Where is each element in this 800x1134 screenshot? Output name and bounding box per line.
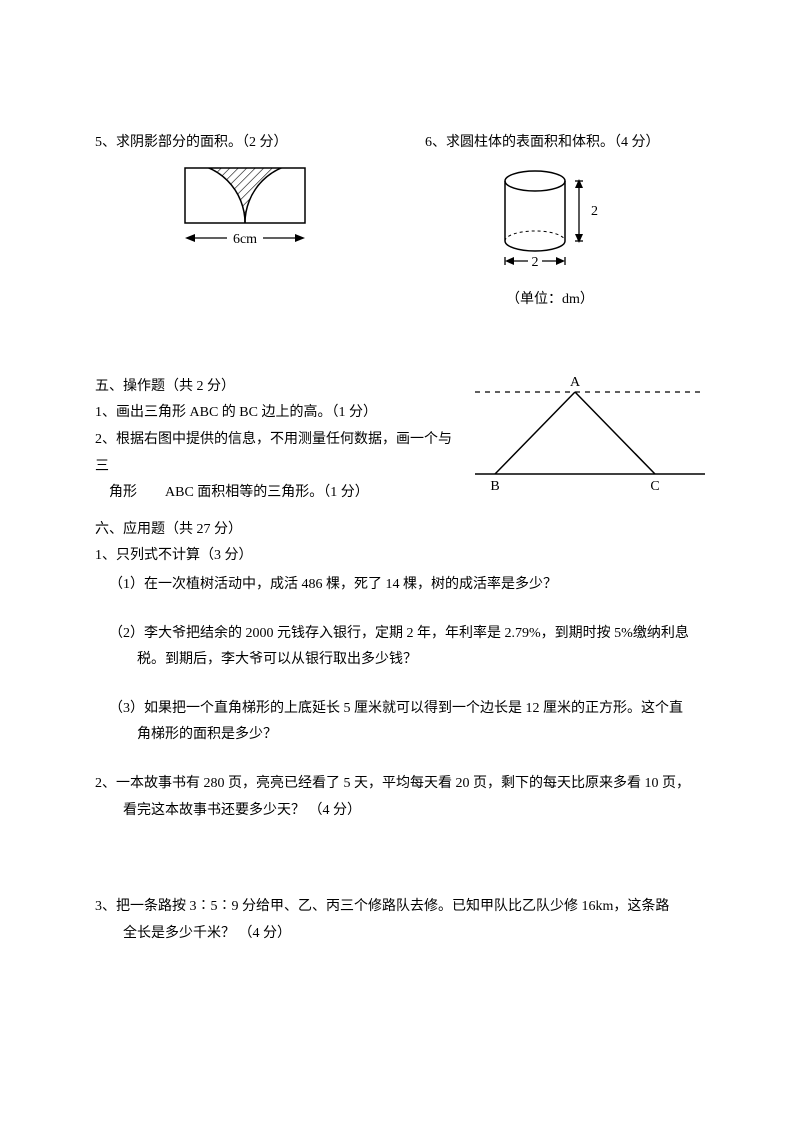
q6-diameter-label: 2 — [532, 255, 539, 270]
triangle-label-b: B — [490, 479, 499, 494]
top-question-row: 5、求阴影部分的面积。（2 分） — [95, 130, 705, 314]
q6-unit: （单位：dm） — [495, 287, 605, 314]
section-5-q2-line1: 2、根据右图中提供的信息，不用测量任何数据，画一个与三 — [95, 427, 455, 480]
section-5-figure: A B C — [475, 374, 705, 505]
section-6-q1-sub3: （3）如果把一个直角梯形的上底延长 5 厘米就可以得到一个边长是 12 厘米的正… — [95, 696, 705, 749]
question-6: 6、求圆柱体的表面积和体积。（4 分） 2 — [425, 130, 705, 314]
section-5-q2-line2: 角形 ABC 面积相等的三角形。（1 分） — [95, 480, 455, 507]
q6-height-label: 2 — [591, 204, 598, 219]
section-5-row: 五、操作题（共 2 分） 1、画出三角形 ABC 的 BC 边上的高。（1 分）… — [95, 374, 705, 507]
section-6-q1-title: 1、只列式不计算（3 分） — [95, 543, 705, 570]
section-5-text: 五、操作题（共 2 分） 1、画出三角形 ABC 的 BC 边上的高。（1 分）… — [95, 374, 455, 507]
section-6-heading: 六、应用题（共 27 分） — [95, 517, 705, 544]
section-5-q1: 1、画出三角形 ABC 的 BC 边上的高。（1 分） — [95, 400, 455, 427]
triangle-label-c: C — [650, 479, 659, 494]
q3-line1: 3、把一条路按 3∶5∶9 分给甲、乙、丙三个修路队去修。已知甲队比乙队少修 1… — [95, 894, 705, 921]
q1-sub3-line1: （3）如果把一个直角梯形的上底延长 5 厘米就可以得到一个边长是 12 厘米的正… — [95, 696, 705, 723]
section-6-q1-sub1: （1）在一次植树活动中，成活 486 棵，死了 14 棵，树的成活率是多少？ — [95, 572, 705, 599]
section-6: 六、应用题（共 27 分） 1、只列式不计算（3 分） （1）在一次植树活动中，… — [95, 517, 705, 948]
triangle-label-a: A — [570, 375, 581, 390]
q6-figure: 2 2 （单位：dm） — [495, 163, 605, 314]
q5-figure: 6cm — [175, 163, 395, 264]
q5-dim-label: 6cm — [233, 232, 257, 247]
q1-sub2-line1: （2）李大爷把结余的 2000 元钱存入银行，定期 2 年，年利率是 2.79%… — [95, 621, 705, 648]
section-6-q3: 3、把一条路按 3∶5∶9 分给甲、乙、丙三个修路队去修。已知甲队比乙队少修 1… — [95, 894, 705, 947]
shaded-rectangle-diagram: 6cm — [175, 163, 315, 253]
section-6-q2: 2、一本故事书有 280 页，亮亮已经看了 5 天，平均每天看 20 页，剩下的… — [95, 771, 705, 824]
cylinder-diagram: 2 2 — [495, 163, 605, 273]
question-5: 5、求阴影部分的面积。（2 分） — [95, 130, 395, 263]
q1-sub2-line2: 税。到期后，李大爷可以从银行取出多少钱？ — [95, 647, 705, 674]
q1-sub1-text: （1）在一次植树活动中，成活 486 棵，死了 14 棵，树的成活率是多少？ — [95, 572, 705, 599]
q1-sub3-line2: 角梯形的面积是多少？ — [95, 722, 705, 749]
section-6-q1-sub2: （2）李大爷把结余的 2000 元钱存入银行，定期 2 年，年利率是 2.79%… — [95, 621, 705, 674]
q3-line2: 全长是多少千米？ （4 分） — [95, 921, 705, 948]
q2-line2: 看完这本故事书还要多少天？ （4 分） — [95, 798, 705, 825]
section-5-heading: 五、操作题（共 2 分） — [95, 374, 455, 401]
q6-title: 6、求圆柱体的表面积和体积。（4 分） — [425, 130, 705, 157]
triangle-diagram: A B C — [475, 374, 705, 494]
q2-line1: 2、一本故事书有 280 页，亮亮已经看了 5 天，平均每天看 20 页，剩下的… — [95, 771, 705, 798]
q5-title: 5、求阴影部分的面积。（2 分） — [95, 130, 395, 157]
